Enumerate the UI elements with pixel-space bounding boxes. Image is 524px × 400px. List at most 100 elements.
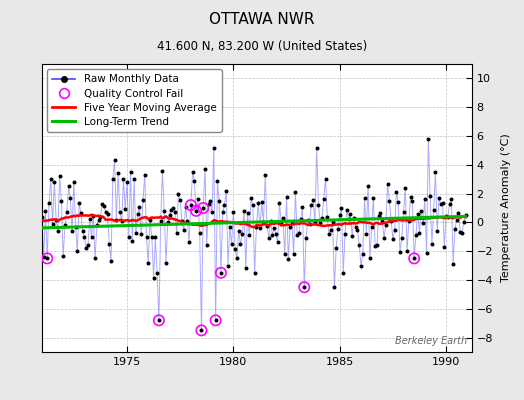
Point: [116, 209, 124, 215]
Point: [204, 200, 213, 207]
Point: [256, 225, 264, 232]
Point: [314, 201, 323, 208]
Point: [146, 217, 154, 223]
Point: [398, 234, 406, 241]
Point: [243, 210, 252, 216]
Point: [259, 218, 268, 225]
Point: [121, 206, 129, 212]
Point: [332, 245, 341, 252]
Point: [75, 200, 83, 206]
Point: [166, 212, 174, 218]
Point: [325, 231, 333, 238]
Point: [108, 176, 117, 182]
Point: [117, 217, 126, 224]
Point: [300, 284, 309, 290]
Point: [373, 242, 381, 249]
Point: [157, 218, 165, 224]
Point: [366, 255, 374, 261]
Point: [447, 196, 455, 202]
Point: [66, 194, 74, 201]
Point: [384, 181, 392, 187]
Point: [134, 211, 142, 218]
Point: [238, 231, 246, 237]
Point: [369, 195, 378, 201]
Point: [275, 200, 283, 206]
Point: [263, 222, 271, 229]
Point: [291, 189, 300, 196]
Point: [187, 202, 195, 208]
Point: [212, 317, 220, 324]
Point: [346, 210, 355, 217]
Point: [149, 275, 158, 281]
Point: [440, 244, 449, 250]
Point: [114, 170, 122, 177]
Point: [197, 327, 205, 334]
Point: [245, 232, 254, 238]
Point: [135, 204, 144, 211]
Point: [268, 232, 277, 238]
Point: [350, 215, 358, 222]
Point: [456, 229, 464, 235]
Point: [139, 197, 147, 204]
Point: [125, 234, 133, 240]
Point: [56, 173, 64, 180]
Point: [385, 198, 394, 204]
Point: [39, 254, 48, 260]
Point: [289, 251, 298, 258]
Point: [257, 199, 266, 206]
Point: [380, 234, 388, 241]
Point: [426, 193, 434, 199]
Point: [410, 255, 418, 262]
Point: [297, 216, 305, 222]
Point: [82, 245, 91, 252]
Text: OTTAWA NWR: OTTAWA NWR: [209, 12, 315, 27]
Point: [91, 255, 99, 262]
Point: [94, 217, 103, 224]
Point: [376, 210, 385, 216]
Point: [171, 209, 179, 215]
Point: [282, 194, 291, 200]
Point: [399, 209, 408, 215]
Point: [272, 231, 280, 237]
Point: [444, 214, 452, 221]
Point: [358, 250, 367, 257]
Point: [362, 231, 370, 237]
Point: [344, 216, 353, 222]
Point: [215, 198, 223, 204]
Point: [265, 235, 273, 241]
Point: [394, 199, 402, 205]
Point: [73, 248, 82, 254]
Point: [64, 183, 73, 190]
Point: [61, 222, 69, 228]
Point: [343, 206, 351, 213]
Point: [357, 262, 365, 269]
Point: [79, 228, 87, 234]
Point: [254, 200, 263, 206]
Text: Berkeley Earth: Berkeley Earth: [395, 336, 467, 346]
Point: [353, 227, 362, 233]
Point: [190, 178, 199, 184]
Point: [185, 239, 193, 245]
Point: [50, 179, 59, 185]
Point: [261, 172, 269, 178]
Point: [178, 218, 186, 225]
Point: [48, 221, 57, 228]
Point: [195, 230, 204, 237]
Point: [252, 224, 260, 230]
Point: [41, 208, 50, 214]
Point: [162, 260, 170, 266]
Point: [435, 195, 443, 201]
Point: [210, 144, 218, 151]
Point: [442, 213, 450, 219]
Point: [387, 218, 395, 224]
Point: [293, 232, 301, 238]
Point: [194, 196, 202, 202]
Point: [371, 243, 379, 250]
Point: [403, 248, 411, 254]
Point: [112, 217, 121, 223]
Point: [220, 202, 228, 208]
Point: [197, 327, 205, 334]
Point: [247, 195, 255, 201]
Point: [57, 198, 66, 204]
Point: [416, 230, 424, 236]
